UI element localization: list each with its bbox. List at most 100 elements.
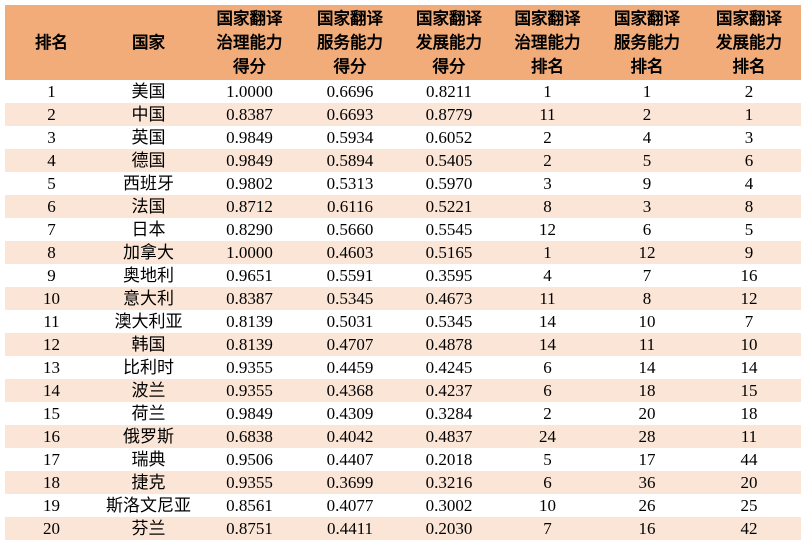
table-cell: 1.0000: [226, 243, 273, 262]
table-cell: 11: [43, 312, 60, 331]
table-cell: 0.9849: [226, 404, 273, 423]
table-cell: 俄罗斯: [123, 427, 174, 446]
table-cell: 波兰: [131, 381, 166, 400]
table-row: 17 瑞典 0.9506 0.4407 0.2018 5 17 44: [5, 448, 801, 471]
table-cell: 10: [638, 312, 656, 331]
table-cell: 0.9355: [226, 381, 273, 400]
table-cell: 芬兰: [131, 519, 166, 538]
table-cell: 1: [47, 82, 56, 101]
table-cell: 英国: [131, 128, 166, 147]
table-cell: 0.6838: [226, 427, 273, 446]
table-cell: 11: [740, 427, 758, 446]
table-cell: 2: [642, 105, 652, 124]
table-cell: 0.8712: [226, 197, 273, 216]
table-cell: 0.4309: [326, 404, 374, 423]
table-cell: 0.4878: [425, 335, 473, 354]
table-cell: 2: [744, 82, 754, 101]
table-cell: 5: [543, 450, 552, 469]
table-cell: 14: [539, 312, 556, 331]
table-cell: 0.4411: [326, 519, 374, 538]
table-cell: 9: [642, 174, 652, 193]
table-cell: 0.4237: [425, 381, 473, 400]
table-cell: 0.4603: [326, 243, 374, 262]
table-cell: 3: [47, 128, 56, 147]
table-cell: 7: [642, 266, 652, 285]
table-cell: 0.9506: [226, 450, 273, 469]
table-cell: 4: [47, 151, 56, 170]
table-cell: 0.5031: [326, 312, 374, 331]
table-row: 13 比利时 0.9355 0.4459 0.4245 6 14 14: [5, 356, 801, 379]
table-cell: 0.9849: [226, 151, 273, 170]
table-cell: 16: [43, 427, 60, 446]
table-cell: 9: [47, 266, 56, 285]
table-row: 5 西班牙 0.9802 0.5313 0.5970 3 9 4: [5, 172, 801, 195]
table-cell: 0.5934: [326, 128, 374, 147]
table-cell: 20: [740, 473, 758, 492]
table-cell: 5: [642, 151, 652, 170]
table-cell: 0.9849: [226, 128, 273, 147]
table-cell: 8: [642, 289, 652, 308]
table-cell: 2: [47, 105, 56, 124]
table-cell: 3: [543, 174, 552, 193]
table-cell: 0.4459: [326, 358, 374, 377]
table-cell: 0.5221: [425, 197, 473, 216]
table-row: 14 波兰 0.9355 0.4368 0.4237 6 18 15: [5, 379, 801, 402]
table-cell: 10: [43, 289, 60, 308]
table-cell: 0.4407: [326, 450, 374, 469]
table-cell: 0.5345: [425, 312, 473, 331]
table-cell: 比利时: [123, 358, 174, 377]
table-cell: 3: [744, 128, 754, 147]
table-cell: 日本: [131, 220, 166, 239]
table-cell: 10: [740, 335, 758, 354]
table-cell: 14: [539, 335, 556, 354]
column-header-7: 国家翻译 服务能力 排名: [597, 5, 697, 80]
table-cell: 1: [543, 243, 552, 262]
table-cell: 7: [47, 220, 56, 239]
table-cell: 24: [539, 427, 556, 446]
table-header: 排名 国家 国家翻译 治理能力 得分 国家翻译 服务能力 得分 国家翻译 发展能力 得分…: [5, 5, 801, 80]
table-cell: 10: [539, 496, 556, 515]
table-row: 6 法国 0.8712 0.6116 0.5221 8 3 8: [5, 195, 801, 218]
table-cell: 8: [543, 197, 552, 216]
table-cell: 0.5591: [326, 266, 374, 285]
table-cell: 3: [642, 197, 652, 216]
table-cell: 0.4245: [425, 358, 473, 377]
table-cell: 0.2018: [425, 450, 473, 469]
national-translation-capability-table-container: 排名 国家 国家翻译 治理能力 得分 国家翻译 服务能力 得分 国家翻译 发展能力 得分…: [5, 5, 801, 540]
table-cell: 5: [744, 220, 754, 239]
table-cell: 4: [642, 128, 652, 147]
table-cell: 0.3595: [425, 266, 473, 285]
table-row: 20 芬兰 0.8751 0.4411 0.2030 7 16 42: [5, 517, 801, 540]
table-cell: 1: [543, 82, 552, 101]
table-row: 12 韩国 0.8139 0.4707 0.4878 14 11 10: [5, 333, 801, 356]
table-cell: 6: [543, 381, 552, 400]
table-cell: 0.5894: [326, 151, 374, 170]
table-cell: 11: [539, 105, 556, 124]
table-row: 19 斯洛文尼亚 0.8561 0.4077 0.3002 10 26 25: [5, 494, 801, 517]
table-cell: 25: [740, 496, 758, 515]
table-cell: 26: [638, 496, 656, 515]
table-cell: 0.6693: [326, 105, 374, 124]
table-cell: 12: [539, 220, 556, 239]
table-cell: 36: [638, 473, 656, 492]
table-cell: 4: [744, 174, 754, 193]
table-cell: 德国: [131, 151, 166, 170]
table-cell: 16: [638, 519, 656, 538]
table-cell: 15: [740, 381, 758, 400]
table-cell: 8: [744, 197, 754, 216]
column-header-1: 排名: [5, 5, 98, 80]
table-cell: 0.9651: [226, 266, 273, 285]
table-cell: 14: [740, 358, 758, 377]
table-cell: 0.8139: [226, 312, 273, 331]
table-cell: 7: [543, 519, 552, 538]
table-cell: 8: [47, 243, 56, 262]
table-cell: 0.6116: [326, 197, 374, 216]
column-header-8: 国家翻译 发展能力 排名: [697, 5, 801, 80]
table-cell: 18: [638, 381, 656, 400]
table-row: 1 美国 1.0000 0.6696 0.8211 1 1 2: [5, 80, 801, 103]
table-row: 16 俄罗斯 0.6838 0.4042 0.4837 24 28 11: [5, 425, 801, 448]
table-cell: 0.9802: [226, 174, 273, 193]
table-cell: 0.4837: [425, 427, 473, 446]
table-cell: 28: [638, 427, 656, 446]
table-cell: 0.5405: [425, 151, 473, 170]
